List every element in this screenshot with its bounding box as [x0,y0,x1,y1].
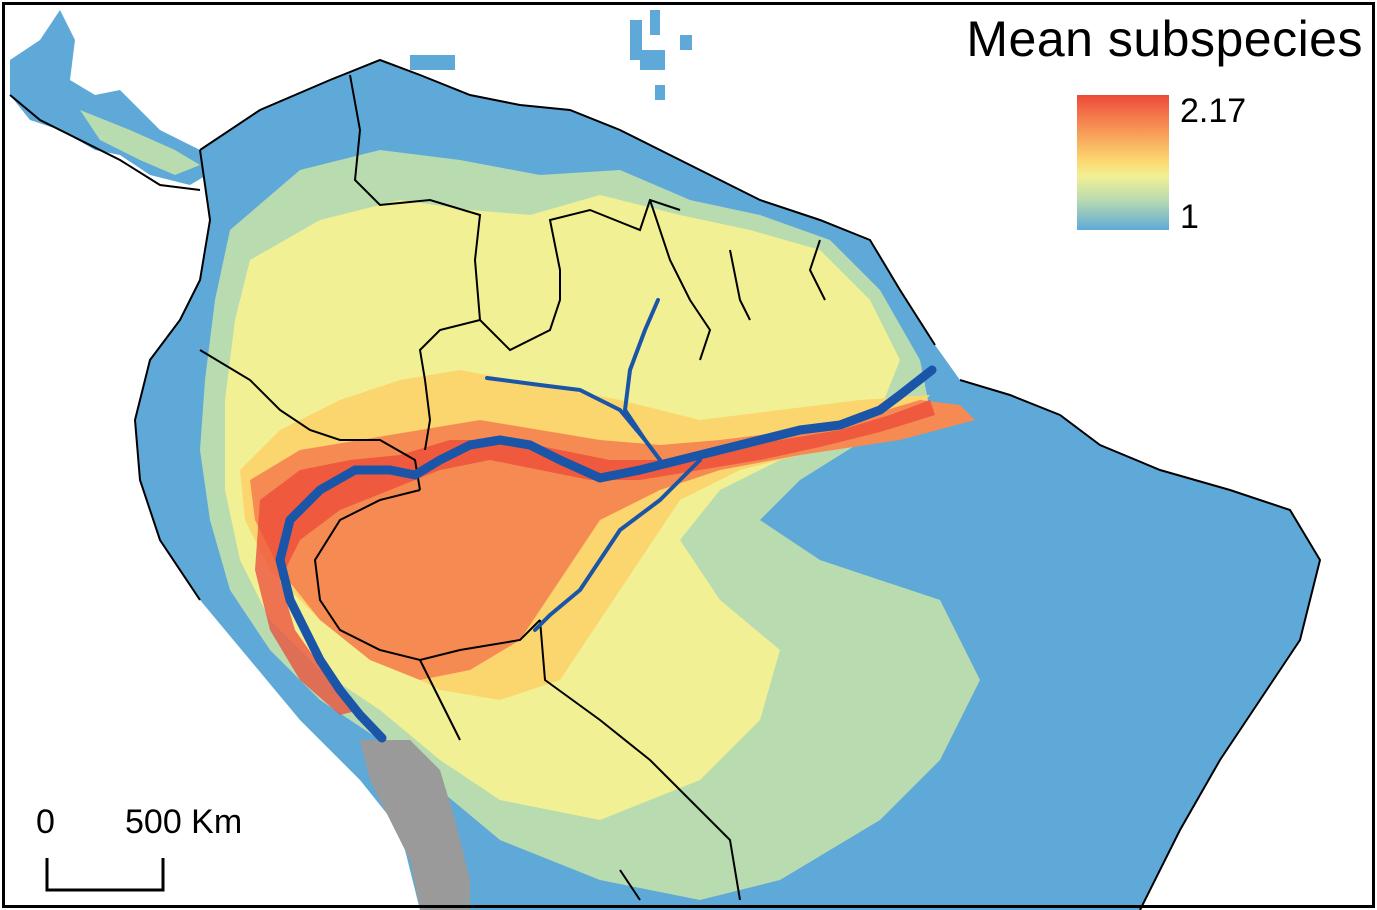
caribbean-islands [410,10,692,100]
rivers [275,298,937,743]
scale-zero-label: 0 [36,803,55,841]
peak-zone [255,400,935,715]
branco-river [623,298,660,442]
legend-min-label: 1 [1180,198,1199,236]
legend-title: Mean subspecies [966,11,1363,67]
scale-distance-label: 500 Km [125,803,243,841]
central-america-mid [80,110,200,175]
legend-color-ramp [1077,95,1169,230]
amazon-main-river [275,365,937,743]
andes-relief [360,740,470,910]
madeira-river [533,458,702,632]
scale-bar-line [45,858,165,892]
negro-river [485,376,662,462]
central-america-land [10,10,215,185]
country-borders [9,58,1322,910]
legend-max-label: 2.17 [1180,92,1247,130]
